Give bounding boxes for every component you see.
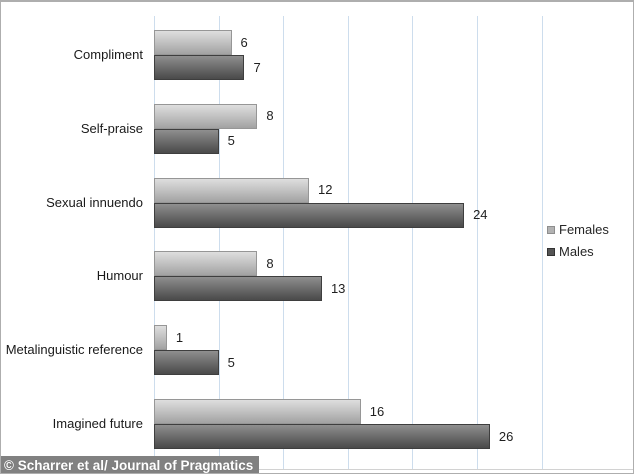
value-label-females-3: 12: [318, 182, 333, 198]
value-label-females-1: 6: [240, 34, 248, 50]
value-label-males-6: 26: [498, 428, 514, 444]
legend-item-males: Males: [547, 245, 609, 259]
females-swatch-icon: [547, 226, 555, 234]
legend-label-males: Males: [559, 244, 594, 259]
bar-females-3: [154, 177, 310, 203]
value-label-females-5: 1: [175, 329, 184, 345]
bar-males-1: [154, 55, 245, 80]
value-label-females-4: 8: [266, 255, 274, 271]
category-label-6: Imagined future: [52, 416, 143, 431]
value-label-females-2: 8: [266, 108, 274, 124]
value-label-males-4: 13: [330, 280, 346, 296]
bar-females-1: [154, 30, 232, 55]
value-label-females-6: 16: [369, 403, 385, 419]
value-label-males-2: 5: [227, 133, 235, 149]
bar-males-2: [154, 128, 219, 154]
legend: Females Males: [545, 221, 611, 261]
bar-females-6: [154, 399, 361, 424]
value-label-males-3: 24: [473, 207, 488, 223]
legend-label-females: Females: [559, 222, 609, 237]
value-label-males-1: 7: [253, 59, 261, 75]
bar-males-5: [154, 350, 219, 376]
gridline: [541, 16, 543, 469]
bar-females-5: [154, 325, 167, 351]
category-label-3: Sexual innuendo: [46, 194, 143, 210]
plot-area: 6 7 8 5 12 24 8 13 1 5 16 26: [154, 16, 633, 470]
source-caption: © Scharrer et al/ Journal of Pragmatics: [1, 456, 260, 473]
bar-males-6: [154, 424, 490, 449]
gridline: [218, 16, 220, 469]
category-label-5: Metalinguistic reference: [5, 342, 143, 358]
category-label-2: Self-praise: [80, 120, 143, 136]
gridline: [412, 16, 414, 469]
bar-females-4: [154, 251, 258, 277]
gridline: [477, 16, 478, 469]
category-label-4: Humour: [96, 268, 143, 284]
value-label-males-5: 5: [227, 354, 235, 370]
bar-females-2: [154, 103, 258, 129]
bar-males-3: [154, 202, 465, 228]
legend-item-females: Females: [547, 223, 609, 237]
gridline: [154, 16, 155, 469]
category-label-1: Compliment: [73, 47, 143, 62]
gridline: [283, 16, 285, 469]
gridline: [347, 16, 349, 469]
males-swatch-icon: [547, 248, 555, 256]
bar-males-4: [154, 276, 322, 302]
